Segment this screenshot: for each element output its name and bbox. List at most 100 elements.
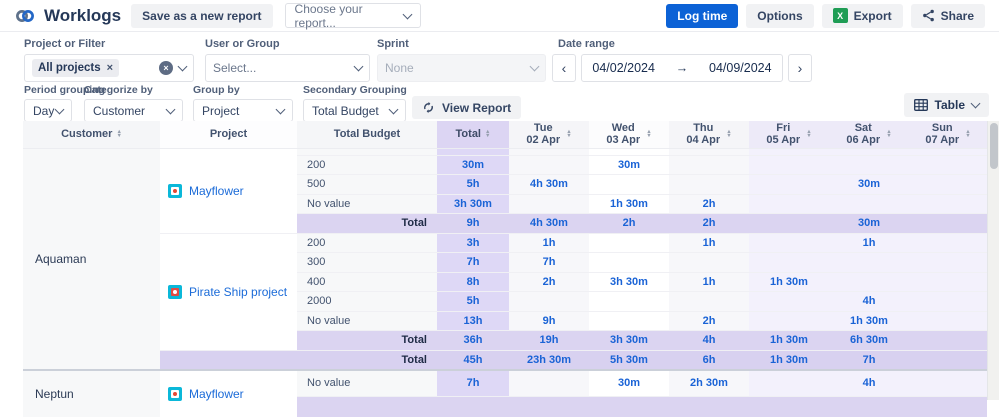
group-total-row-aquaman: Total 45h 23h 30m 5h 30m 6h 1h 30m 7h — [23, 349, 987, 370]
project-filter-combobox[interactable]: All projects × × — [24, 54, 194, 82]
day-column-header-wed[interactable]: Wed 03 Apr ▲ ▼ — [589, 121, 669, 149]
day-cell: 7h — [509, 252, 589, 272]
total-cell: 3h — [437, 232, 509, 253]
chevron-down-icon — [177, 61, 188, 72]
total-cell: 5h — [437, 291, 509, 311]
total-cell: 8h — [437, 271, 509, 292]
day-cell — [669, 252, 749, 272]
export-button[interactable]: X Export — [821, 3, 903, 28]
period-grouping-label: Period grouping — [24, 84, 106, 96]
date-end-value[interactable]: 04/09/2024 — [709, 61, 772, 75]
project-avatar-pirate-ship-icon — [168, 284, 182, 299]
day-cell — [909, 213, 987, 233]
chevron-down-icon — [529, 61, 540, 72]
customer-column-header[interactable]: Customer ▲ ▼ — [23, 121, 160, 149]
day-cell — [749, 213, 829, 233]
project-link-pirate-ship[interactable]: Pirate Ship project — [189, 284, 288, 299]
excel-icon: X — [832, 8, 848, 23]
day-cell — [829, 193, 909, 214]
period-grouping-select[interactable]: Day — [24, 99, 72, 122]
categorize-by-select[interactable]: Customer — [84, 99, 183, 122]
day-cell: 4h — [829, 368, 909, 397]
day-cell: 7h — [829, 349, 909, 370]
sprint-value: None — [385, 61, 414, 75]
day-cell: 2h — [589, 213, 669, 233]
sort-icon: ▲ ▼ — [806, 128, 812, 140]
day-cell: 2h — [669, 193, 749, 214]
day-column-header-sat[interactable]: Sat 06 Apr ▲ ▼ — [829, 121, 909, 149]
project-cell-pirate-ship: Pirate Ship project — [160, 232, 297, 350]
total-cell: 30m — [437, 154, 509, 175]
day-cell: 1h — [669, 271, 749, 292]
view-report-button[interactable]: View Report — [412, 96, 522, 119]
secondary-grouping-select[interactable]: Total Budget — [303, 99, 406, 122]
day-cell: 23h 30m — [509, 349, 589, 370]
day-cell: 4h 30m — [509, 174, 589, 194]
day-cell — [589, 310, 669, 331]
day-cell: 30m — [589, 154, 669, 175]
clear-filter-icon[interactable]: × — [159, 61, 173, 75]
chevron-down-icon — [353, 61, 364, 72]
project-link-mayflower[interactable]: Mayflower — [189, 386, 244, 401]
project-cell-mayflower: Mayflower — [160, 148, 297, 233]
report-select[interactable]: Choose your report... — [284, 2, 421, 30]
day-cell: 1h 30m — [749, 349, 829, 370]
day-cell — [749, 291, 829, 311]
day-cell: 1h 30m — [749, 330, 829, 350]
log-time-button[interactable]: Log time — [666, 3, 739, 28]
day-cell — [749, 174, 829, 194]
project-avatar-mayflower-icon — [168, 386, 182, 401]
budget-cell: No value — [297, 368, 437, 397]
day-column-header-sun[interactable]: Sun 07 Apr ▲ ▼ — [909, 121, 987, 149]
day-cell: 30m — [589, 368, 669, 397]
day-column-header-tue[interactable]: Tue 02 Apr ▲ ▼ — [509, 121, 589, 149]
date-range-label: Date range — [558, 38, 615, 50]
budget-cell: 2000 — [297, 291, 437, 311]
top-bar: Worklogs Save as a new report Choose you… — [0, 0, 999, 32]
total-cell: 45h — [437, 349, 509, 370]
day-cell — [829, 154, 909, 175]
share-button[interactable]: Share — [910, 3, 985, 28]
chevron-down-icon — [388, 104, 399, 114]
date-prev-button[interactable]: ‹ — [552, 54, 576, 82]
date-start-value[interactable]: 04/02/2024 — [592, 61, 655, 75]
table-grid-icon — [913, 99, 928, 111]
view-mode-dropdown[interactable]: Table — [903, 93, 989, 117]
total-cell: 13h — [437, 310, 509, 331]
scrollbar-thumb[interactable] — [990, 123, 998, 169]
options-button[interactable]: Options — [746, 3, 814, 28]
table-row: 200 30m 30m — [23, 154, 987, 175]
vertical-scrollbar[interactable] — [987, 121, 999, 400]
day-cell — [909, 349, 987, 370]
day-cell: 1h 30m — [829, 310, 909, 331]
group-by-select[interactable]: Project — [193, 99, 293, 122]
date-next-button[interactable]: › — [788, 54, 812, 82]
user-group-select[interactable]: Select... — [205, 54, 370, 82]
total-cell: 9h — [437, 213, 509, 233]
sort-icon: ▲ ▼ — [485, 128, 491, 140]
table-row: 500 5h 4h 30m 30m — [23, 174, 987, 194]
total-cell: 3h 30m — [437, 193, 509, 214]
all-projects-tag[interactable]: All projects × — [32, 59, 120, 77]
user-group-placeholder: Select... — [213, 61, 257, 75]
chevron-down-icon — [275, 104, 286, 114]
categorize-by-label: Categorize by — [84, 84, 153, 96]
day-cell: 1h — [829, 232, 909, 253]
remove-tag-icon[interactable]: × — [106, 62, 114, 74]
project-link-mayflower[interactable]: Mayflower — [189, 183, 244, 198]
day-column-header-fri[interactable]: Fri 05 Apr ▲ ▼ — [749, 121, 829, 149]
user-group-label: User or Group — [205, 38, 280, 50]
chevron-down-icon — [402, 9, 412, 19]
budget-cell: 200 — [297, 154, 437, 175]
day-cell: 4h — [829, 291, 909, 311]
table-row: 2000 5h 4h — [23, 291, 987, 311]
day-cell: 2h — [669, 310, 749, 331]
total-column-header[interactable]: Total ▲ ▼ — [437, 121, 509, 149]
day-column-header-thu[interactable]: Thu 04 Apr ▲ ▼ — [669, 121, 749, 149]
date-range-input[interactable]: 04/02/2024 → 04/09/2024 — [581, 54, 783, 82]
save-as-new-report-button[interactable]: Save as a new report — [131, 3, 273, 28]
day-cell — [509, 368, 589, 397]
share-icon — [922, 9, 934, 22]
day-cell — [589, 252, 669, 272]
group-by-label: Group by — [193, 84, 240, 96]
